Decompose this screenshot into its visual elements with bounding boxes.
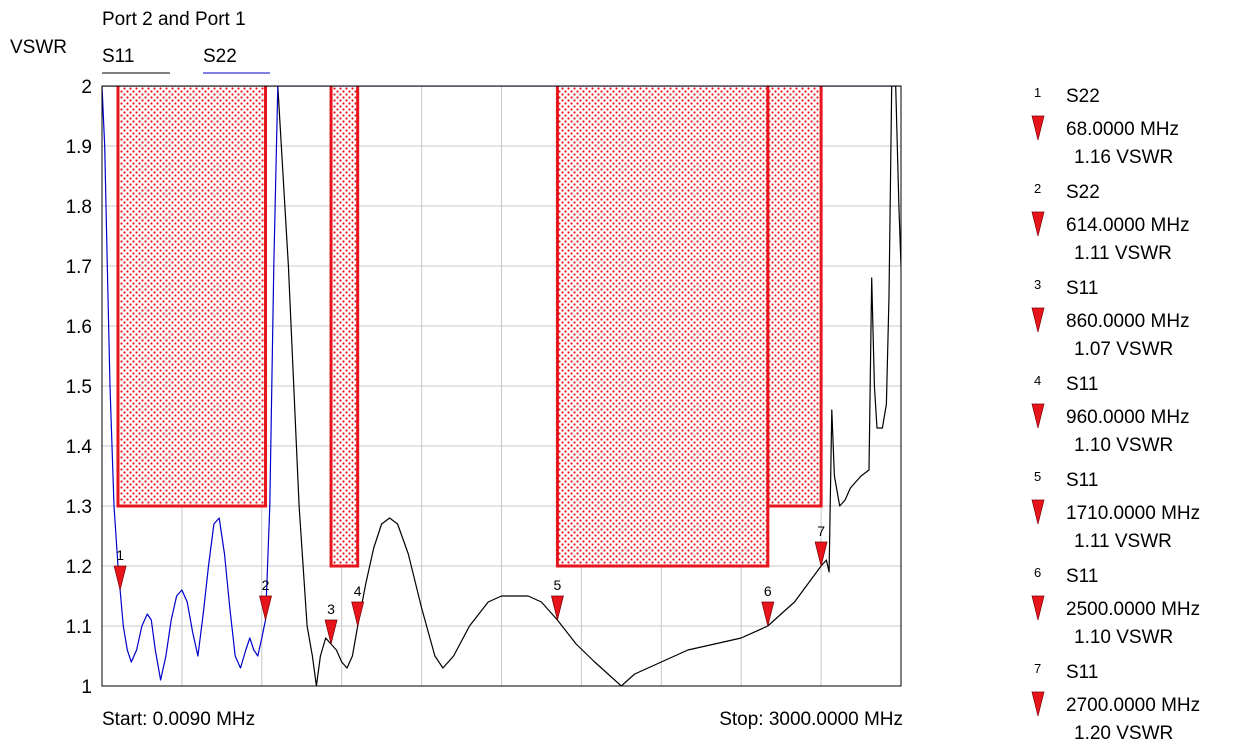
marker-table-number: 4 <box>1034 373 1041 388</box>
marker-table-value: 1.20 VSWR <box>1074 723 1173 744</box>
y-tick-label: 1.1 <box>66 617 92 638</box>
marker-number: 5 <box>554 577 562 593</box>
marker-triangle-icon <box>1031 307 1045 333</box>
marker-table-number: 3 <box>1034 277 1041 292</box>
marker-number: 2 <box>262 577 270 593</box>
marker-table-trace: S11 <box>1066 662 1098 683</box>
limit-region-fill <box>331 86 358 566</box>
marker-table-trace: S11 <box>1066 374 1098 395</box>
marker-number: 4 <box>354 583 362 599</box>
marker-1: 1 <box>113 547 127 591</box>
marker-number: 6 <box>764 583 772 599</box>
limit-region-fill <box>767 86 822 506</box>
y-tick-label: 1.5 <box>66 377 92 398</box>
marker-table-frequency: 960.0000 MHz <box>1066 407 1190 428</box>
plot-frame <box>101 85 902 687</box>
marker-triangle-icon <box>351 601 365 627</box>
limit-region-fill <box>117 86 266 506</box>
marker-table-frequency: 2500.0000 MHz <box>1066 599 1200 620</box>
marker-triangle-icon <box>259 595 272 621</box>
marker-2: 2 <box>259 577 272 621</box>
y-tick-label: 2 <box>81 77 92 98</box>
marker-table-number: 7 <box>1034 661 1041 676</box>
marker-table-entry: 5 S11 1710.0000 MHz 1.11 VSWR <box>1031 469 1200 552</box>
marker-table-trace: S11 <box>1066 566 1098 587</box>
marker-table: 1 S22 68.0000 MHz 1.16 VSWR 2 S22 614.0000 MHz… <box>1031 85 1200 744</box>
marker-triangle-icon <box>1031 691 1045 717</box>
y-tick-label: 1.4 <box>66 437 93 458</box>
marker-triangle-icon <box>550 595 564 621</box>
y-tick-label: 1.7 <box>66 257 92 278</box>
legend: S11 S22 <box>102 46 270 74</box>
marker-4: 4 <box>351 583 365 627</box>
marker-triangle-icon <box>324 619 338 645</box>
limit-regions <box>116 86 823 568</box>
stop-frequency-label: Stop: 3000.0000 MHz <box>719 709 903 730</box>
y-tick-label: 1.8 <box>66 197 92 218</box>
marker-6: 6 <box>761 583 775 627</box>
marker-table-frequency: 68.0000 MHz <box>1066 119 1179 140</box>
marker-table-entry: 1 S22 68.0000 MHz 1.16 VSWR <box>1031 85 1179 168</box>
marker-table-value: 1.11 VSWR <box>1074 243 1172 264</box>
markers: 1 2 3 4 5 6 7 <box>113 523 828 645</box>
trace-s22 <box>102 86 901 681</box>
traces <box>102 86 901 686</box>
marker-table-value: 1.10 VSWR <box>1074 627 1173 648</box>
marker-7: 7 <box>814 523 828 567</box>
y-tick-labels: 2 1.9 1.8 1.7 1.6 1.5 1.4 1.3 1.2 1.1 1 <box>66 77 93 698</box>
start-frequency-label: Start: 0.0090 MHz <box>102 709 255 730</box>
marker-table-value: 1.07 VSWR <box>1074 339 1173 360</box>
marker-table-entry: 6 S11 2500.0000 MHz 1.10 VSWR <box>1031 565 1200 648</box>
marker-5: 5 <box>550 577 564 621</box>
chart-title: Port 2 and Port 1 <box>102 9 246 30</box>
marker-number: 7 <box>817 523 825 539</box>
trace-s11 <box>102 86 901 686</box>
marker-triangle-icon <box>814 541 828 567</box>
marker-table-value: 1.10 VSWR <box>1074 435 1173 456</box>
marker-table-number: 1 <box>1034 85 1041 100</box>
y-tick-label: 1.2 <box>66 557 92 578</box>
marker-table-trace: S11 <box>1066 470 1098 491</box>
y-axis-label: VSWR <box>10 37 67 58</box>
marker-triangle-icon <box>1031 403 1045 429</box>
marker-table-entry: 2 S22 614.0000 MHz 1.11 VSWR <box>1031 181 1190 264</box>
marker-number: 3 <box>327 601 335 617</box>
y-tick-label: 1.6 <box>66 317 92 338</box>
marker-triangle-icon <box>1031 595 1045 621</box>
y-tick-label: 1 <box>81 677 92 698</box>
marker-table-entry: 4 S11 960.0000 MHz 1.10 VSWR <box>1031 373 1190 456</box>
marker-triangle-icon <box>1031 115 1045 141</box>
marker-table-frequency: 1710.0000 MHz <box>1066 503 1200 524</box>
marker-3: 3 <box>324 601 338 645</box>
marker-triangle-icon <box>113 565 127 591</box>
marker-table-trace: S22 <box>1066 86 1100 107</box>
marker-number: 1 <box>116 547 124 563</box>
marker-triangle-icon <box>1031 211 1045 237</box>
marker-table-frequency: 2700.0000 MHz <box>1066 695 1200 716</box>
limit-region-outline <box>116 86 823 568</box>
marker-table-entry: 7 S11 2700.0000 MHz 1.20 VSWR <box>1031 661 1200 744</box>
legend-s22-label: S22 <box>203 46 237 67</box>
limit-region-fill <box>557 86 768 566</box>
marker-table-number: 6 <box>1034 565 1041 580</box>
legend-s11-label: S11 <box>102 46 134 67</box>
marker-triangle-icon <box>761 601 775 627</box>
marker-table-number: 5 <box>1034 469 1041 484</box>
marker-table-trace: S11 <box>1066 278 1098 299</box>
marker-triangle-icon <box>1031 499 1045 525</box>
marker-table-value: 1.16 VSWR <box>1074 147 1173 168</box>
y-tick-label: 1.9 <box>66 137 92 158</box>
marker-table-frequency: 614.0000 MHz <box>1066 215 1190 236</box>
marker-table-trace: S22 <box>1066 182 1100 203</box>
marker-table-frequency: 860.0000 MHz <box>1066 311 1190 332</box>
y-tick-label: 1.3 <box>66 497 92 518</box>
marker-table-number: 2 <box>1034 181 1041 196</box>
marker-table-value: 1.11 VSWR <box>1074 531 1172 552</box>
marker-table-entry: 3 S11 860.0000 MHz 1.07 VSWR <box>1031 277 1190 360</box>
